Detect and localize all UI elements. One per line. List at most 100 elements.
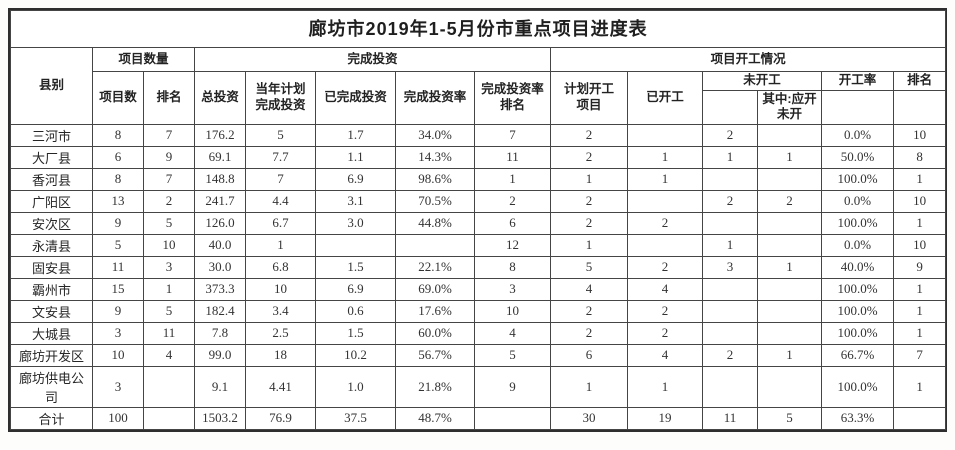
- value-cell: 1: [892, 299, 947, 323]
- value-cell: 8: [92, 123, 144, 147]
- value-cell: 100.0%: [821, 211, 894, 235]
- value-cell: 8: [474, 255, 551, 279]
- value-cell: 44.8%: [395, 211, 475, 235]
- value-cell: 2: [702, 123, 758, 147]
- value-cell: [627, 189, 703, 213]
- value-cell: 3.4: [245, 299, 316, 323]
- value-cell: 34.0%: [395, 123, 475, 147]
- value-cell: 2: [550, 123, 628, 147]
- value-cell: 100.0%: [821, 321, 894, 345]
- value-cell: [702, 365, 758, 408]
- county-cell: 廊坊开发区: [10, 343, 93, 367]
- col-header-investment-rate: 完成投资率: [395, 71, 475, 125]
- value-cell: [315, 233, 396, 257]
- value-cell: 148.8: [194, 167, 246, 191]
- county-cell: 廊坊供电公司: [10, 365, 93, 408]
- value-cell: 5: [757, 406, 822, 430]
- value-cell: 1: [892, 321, 947, 345]
- value-cell: 3.1: [315, 189, 396, 213]
- value-cell: 10: [143, 233, 195, 257]
- value-cell: 56.7%: [395, 343, 475, 367]
- value-cell: 1.5: [315, 255, 396, 279]
- value-cell: 5: [474, 343, 551, 367]
- col-header-county: 县别: [10, 47, 93, 125]
- table-header: 廊坊市2019年1-5月份市重点项目进度表 县别 项目数量 完成投资 项目开工情…: [9, 10, 947, 125]
- value-cell: 63.3%: [821, 406, 894, 430]
- value-cell: 7: [143, 167, 195, 191]
- value-cell: 7: [245, 167, 316, 191]
- value-cell: 60.0%: [395, 321, 475, 345]
- value-cell: 2: [143, 189, 195, 213]
- value-cell: 126.0: [194, 211, 246, 235]
- col-group-start-status: 项目开工情况: [549, 47, 947, 72]
- county-cell: 安次区: [10, 211, 93, 235]
- value-cell: 66.7%: [821, 343, 894, 367]
- table-body: 三河市 8 7 176.2 5 1.7 34.0% 7 2 2 0.0% 10 大厂县 6 9 69.1 7.7…: [10, 123, 947, 430]
- value-cell: 5: [92, 233, 144, 257]
- col-header-start-rank-blank: [892, 89, 947, 125]
- value-cell: 6.9: [315, 167, 396, 191]
- value-cell: 3: [92, 365, 144, 408]
- table-row: 香河县 8 7 148.8 7 6.9 98.6% 1 1 1 100.0% 1: [10, 167, 947, 191]
- col-header-start-rank: 排名: [892, 71, 947, 91]
- value-cell: 373.3: [194, 277, 246, 301]
- value-cell: 40.0: [194, 233, 246, 257]
- value-cell: [143, 365, 195, 408]
- value-cell: [757, 233, 822, 257]
- value-cell: 1.5: [315, 321, 396, 345]
- value-cell: 5: [143, 211, 195, 235]
- value-cell: 11: [143, 321, 195, 345]
- progress-table: 廊坊市2019年1-5月份市重点项目进度表 县别 项目数量 完成投资 项目开工情…: [9, 10, 947, 430]
- col-header-total-investment: 总投资: [194, 71, 246, 125]
- value-cell: 4: [627, 277, 703, 301]
- table-row: 霸州市 15 1 373.3 10 6.9 69.0% 3 4 4 100.0% 1: [10, 277, 947, 301]
- value-cell: 2: [627, 321, 703, 345]
- value-cell: 48.7%: [395, 406, 475, 430]
- value-cell: [474, 406, 551, 430]
- county-cell: 大厂县: [10, 145, 93, 169]
- value-cell: 1: [757, 343, 822, 367]
- table-row: 安次区 9 5 126.0 6.7 3.0 44.8% 6 2 2 100.0% 1: [10, 211, 947, 235]
- value-cell: [757, 211, 822, 235]
- table-row: 永清县 5 10 40.0 1 12 1 1 0.0% 10: [10, 233, 947, 257]
- col-header-should-start-not-started: 其中:应开 未开: [757, 89, 822, 125]
- value-cell: 2: [550, 321, 628, 345]
- value-cell: 6: [92, 145, 144, 169]
- value-cell: 241.7: [194, 189, 246, 213]
- value-cell: [757, 277, 822, 301]
- value-cell: 2: [550, 189, 628, 213]
- value-cell: 3: [92, 321, 144, 345]
- value-cell: 10: [245, 277, 316, 301]
- value-cell: 50.0%: [821, 145, 894, 169]
- county-cell: 文安县: [10, 299, 93, 323]
- value-cell: 6.8: [245, 255, 316, 279]
- value-cell: 6.7: [245, 211, 316, 235]
- value-cell: 182.4: [194, 299, 246, 323]
- value-cell: 70.5%: [395, 189, 475, 213]
- value-cell: 100.0%: [821, 365, 894, 408]
- value-cell: 10: [474, 299, 551, 323]
- col-header-not-started: 未开工: [702, 71, 822, 91]
- value-cell: 7.7: [245, 145, 316, 169]
- col-header-count-rank: 排名: [143, 71, 195, 125]
- value-cell: 100.0%: [821, 167, 894, 191]
- value-cell: 7: [143, 123, 195, 147]
- value-cell: 5: [550, 255, 628, 279]
- value-cell: 30.0: [194, 255, 246, 279]
- value-cell: 100.0%: [821, 277, 894, 301]
- value-cell: 4.41: [245, 365, 316, 408]
- value-cell: 4.4: [245, 189, 316, 213]
- header-group-row: 县别 项目数量 完成投资 项目开工情况: [10, 47, 947, 125]
- col-header-planned-investment: 当年计划 完成投资: [245, 71, 316, 125]
- value-cell: 10: [892, 233, 947, 257]
- value-cell: 13: [92, 189, 144, 213]
- county-cell: 广阳区: [10, 189, 93, 213]
- value-cell: 0.0%: [821, 123, 894, 147]
- value-cell: 14.3%: [395, 145, 475, 169]
- value-cell: 99.0: [194, 343, 246, 367]
- value-cell: 6: [474, 211, 551, 235]
- table-border-frame: 廊坊市2019年1-5月份市重点项目进度表 县别 项目数量 完成投资 项目开工情…: [8, 8, 947, 432]
- value-cell: 3.0: [315, 211, 396, 235]
- value-cell: [702, 321, 758, 345]
- table-row: 三河市 8 7 176.2 5 1.7 34.0% 7 2 2 0.0% 10: [10, 123, 947, 147]
